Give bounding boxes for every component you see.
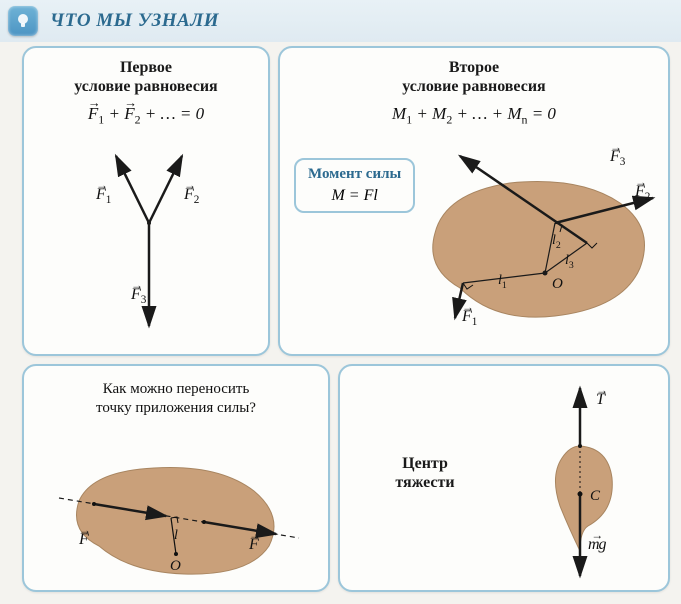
p2-F3: F3 <box>610 148 625 168</box>
p3-F-right: F <box>249 536 259 554</box>
panel1-title: Первое условие равновесия <box>24 58 268 96</box>
p4-C: C <box>590 488 600 505</box>
p2-l1: l1 <box>498 273 507 291</box>
p3-O: O <box>170 558 181 575</box>
panel1-diagram <box>84 148 214 338</box>
header: ЧТО МЫ УЗНАЛИ <box>0 0 681 42</box>
t2b: условие равновесия <box>402 78 545 95</box>
panel1-formula: F1 + F2 + … = 0 <box>24 104 268 127</box>
panel-center-gravity: Центр тяжести <box>338 364 670 592</box>
p3-F-left: F <box>79 531 89 549</box>
page: ЧТО МЫ УЗНАЛИ Первое условие равновесия … <box>0 0 681 604</box>
panel2-title: Второе условие равновесия <box>280 58 668 96</box>
p3-l: l <box>174 528 178 544</box>
header-title: ЧТО МЫ УЗНАЛИ <box>50 10 219 32</box>
panel3-question: Как можно переноситьточку приложения сил… <box>24 380 328 418</box>
panel2-diagram <box>405 138 665 348</box>
t1b: условие равновесия <box>74 78 217 95</box>
moment-formula: M = Fl <box>308 187 401 205</box>
panel4-title: Центр тяжести <box>370 454 480 492</box>
lbl-F2: F2 <box>184 186 199 206</box>
lbl-F3: F3 <box>131 286 146 306</box>
t4b: тяжести <box>395 474 454 491</box>
moment-label: Момент силы <box>308 166 401 183</box>
p2-l3: l3 <box>565 253 574 271</box>
panel4-diagram <box>510 376 650 586</box>
t2a: Второе <box>449 59 499 76</box>
panel-force-transfer: Как можно переноситьточку приложения сил… <box>22 364 330 592</box>
p4-mg: mg <box>588 536 606 554</box>
panel2-formula: M1 + M2 + … + Mn = 0 <box>280 104 668 127</box>
p2-O: O <box>552 276 563 293</box>
panel-second-condition: Второе условие равновесия M1 + M2 + … + … <box>278 46 670 356</box>
lbl-F1: F1 <box>96 186 111 206</box>
p2-F2: F2 <box>635 183 650 203</box>
p2-l2: l2 <box>552 233 561 251</box>
t4a: Центр <box>402 455 448 472</box>
p4-T: T <box>596 391 605 409</box>
t1a: Первое <box>120 59 172 76</box>
moment-box: Момент силы M = Fl <box>294 158 415 213</box>
lightbulb-icon <box>8 6 38 36</box>
panel-grid: Первое условие равновесия F1 + F2 + … = … <box>22 46 675 596</box>
panel-first-condition: Первое условие равновесия F1 + F2 + … = … <box>22 46 270 356</box>
p2-F1: F1 <box>462 308 477 328</box>
